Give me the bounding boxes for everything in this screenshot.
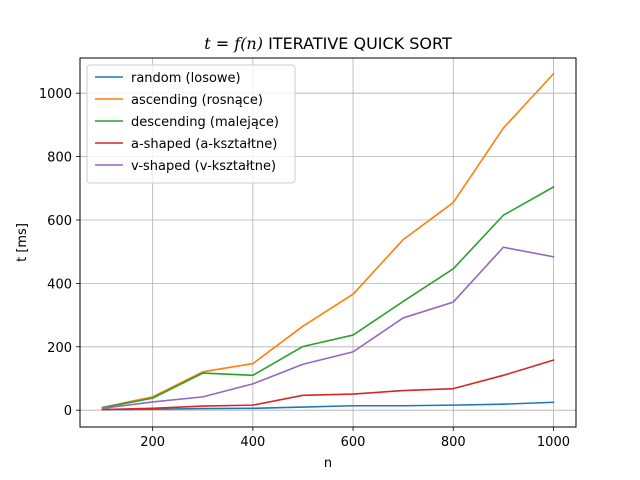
title-math-t: t [204, 34, 211, 53]
x-tick-label: 400 [240, 435, 265, 450]
x-tick-label: 200 [140, 435, 165, 450]
legend-label: random (losowe) [131, 71, 241, 86]
legend-label: v-shaped (v-kształtne) [131, 159, 276, 174]
series-line-3 [101, 185, 555, 409]
series-line-5 [101, 246, 555, 410]
series-line-2 [101, 72, 555, 409]
series-group [101, 72, 555, 411]
x-axis-label: n [324, 456, 332, 471]
y-tick-label: 400 [47, 277, 72, 292]
y-axis-label: t [ms] [15, 223, 30, 262]
ticks: 200 400 600 800 1000 0 200 400 600 800 1000 [39, 87, 570, 450]
y-tick-label: 0 [64, 404, 72, 419]
plot-frame [79, 57, 577, 428]
series-line-4 [101, 359, 555, 411]
y-tick-label: 200 [47, 341, 72, 356]
legend-label: descending (malejące) [131, 115, 279, 130]
title-math-f: f [233, 34, 243, 53]
chart-title: t = f(n) ITERATIVE QUICK SORT [204, 34, 452, 53]
y-tick-label: 600 [47, 214, 72, 229]
title-math-eq: = [211, 34, 235, 53]
title-math-n: (n) [240, 34, 263, 53]
x-tick-label: 600 [341, 435, 366, 450]
legend-box [86, 64, 296, 184]
legend-label: a-shaped (a-kształtne) [131, 137, 277, 152]
legend-label: ascending (rosnące) [131, 93, 263, 108]
y-tick-label: 1000 [39, 87, 72, 102]
series-line-1 [101, 401, 555, 411]
x-tick-label: 1000 [537, 435, 570, 450]
y-tick-label: 800 [47, 151, 72, 166]
legend: random (losowe) ascending (rosnące) descen… [86, 64, 296, 184]
title-rest: ITERATIVE QUICK SORT [263, 34, 452, 53]
x-tick-label: 800 [441, 435, 466, 450]
